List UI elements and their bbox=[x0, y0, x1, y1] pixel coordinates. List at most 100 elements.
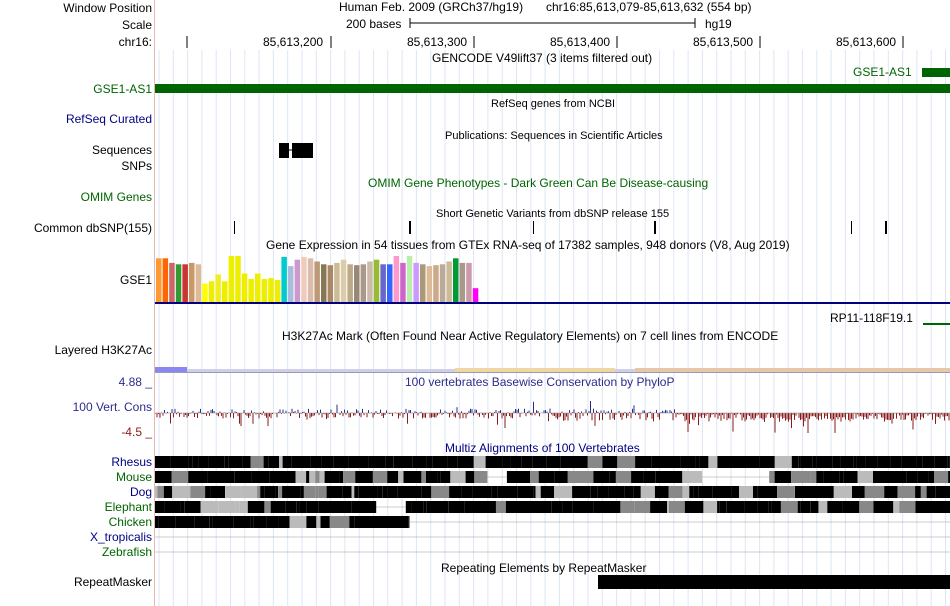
ruler bbox=[186, 18, 904, 48]
phylop-track-title: 100 vertebrates Basewise Conservation by… bbox=[405, 375, 675, 389]
gtex-tissue-bar[interactable] bbox=[453, 258, 459, 302]
gtex-tissue-bar[interactable] bbox=[380, 264, 386, 302]
gtex-tissue-bar[interactable] bbox=[294, 259, 301, 302]
gtex-tissue-bar[interactable] bbox=[472, 288, 479, 302]
repeatmasker-element[interactable] bbox=[598, 575, 950, 589]
dbsnp-track-label[interactable]: Common dbSNP(155) bbox=[33, 221, 152, 235]
gtex-tissue-bar[interactable] bbox=[268, 278, 274, 302]
gtex-tissue-bar[interactable] bbox=[274, 279, 281, 302]
h3k27ac-track-label[interactable]: Layered H3K27Ac bbox=[54, 343, 152, 357]
h3k27ac-signal[interactable] bbox=[155, 366, 950, 374]
scale-db-text: hg19 bbox=[705, 17, 732, 31]
phylop-track-label[interactable]: 100 Vert. Cons bbox=[72, 400, 152, 414]
gtex-tissue-bar[interactable] bbox=[354, 265, 360, 302]
species-x-tropicalis[interactable]: X_tropicalis bbox=[89, 530, 152, 544]
gtex-tissue-bar[interactable] bbox=[347, 264, 353, 302]
gtex-track-title: Gene Expression in 54 tissues from GTEx … bbox=[266, 238, 790, 252]
gtex-item-line[interactable] bbox=[923, 323, 950, 325]
gtex-tissue-bar[interactable] bbox=[406, 256, 413, 302]
gtex-tissue-bar[interactable] bbox=[222, 281, 228, 302]
phylop-min-label: -4.5 _ bbox=[121, 425, 152, 439]
gtex-tissue-bar[interactable] bbox=[281, 256, 287, 302]
gtex-tissue-bar[interactable] bbox=[340, 259, 347, 302]
omim-track-title: OMIM Gene Phenotypes - Dark Green Can Be… bbox=[368, 176, 709, 190]
gtex-tissue-bar[interactable] bbox=[393, 256, 400, 302]
gtex-item-label[interactable]: RP11-118F19.1 bbox=[830, 311, 913, 325]
gtex-tissue-bar[interactable] bbox=[162, 258, 169, 302]
phylop-conservation-plot[interactable] bbox=[155, 390, 950, 440]
gtex-tissue-bar[interactable] bbox=[413, 262, 419, 302]
gtex-tissue-bar[interactable] bbox=[175, 264, 182, 302]
gtex-tissue-bar[interactable] bbox=[360, 264, 367, 302]
gencode-gene-bar[interactable] bbox=[155, 84, 950, 93]
species-chicken[interactable]: Chicken bbox=[108, 515, 152, 529]
species-elephant[interactable]: Elephant bbox=[104, 500, 152, 514]
gtex-track-label[interactable]: GSE1 bbox=[119, 273, 152, 287]
track-data-area[interactable]: Human Feb. 2009 (GRCh37/hg19) chr16:85,6… bbox=[155, 0, 950, 606]
publication-sequence-item[interactable] bbox=[155, 141, 950, 161]
tick-label: 85,613,300 bbox=[407, 35, 468, 49]
gencode-item-label[interactable]: GSE1-AS1 bbox=[853, 65, 912, 79]
gtex-tissue-bar[interactable] bbox=[255, 273, 261, 303]
gencode-track-label[interactable]: GSE1-AS1 bbox=[93, 82, 152, 96]
gencode-item-block[interactable] bbox=[922, 68, 950, 77]
gtex-tissue-bar[interactable] bbox=[208, 281, 215, 302]
repeatmasker-track-title: Repeating Elements by RepeatMasker bbox=[441, 561, 647, 575]
gtex-tissue-bar[interactable] bbox=[169, 262, 175, 302]
snps-track-label[interactable]: SNPs bbox=[121, 159, 152, 173]
gtex-tissue-bar[interactable] bbox=[241, 273, 248, 303]
gtex-baseline bbox=[155, 302, 950, 304]
phylop-max-label: 4.88 _ bbox=[118, 375, 152, 389]
label-divider bbox=[154, 0, 155, 606]
gtex-tissue-bar[interactable] bbox=[426, 266, 433, 302]
gtex-tissue-bar[interactable] bbox=[446, 261, 452, 303]
gtex-tissue-bar[interactable] bbox=[466, 262, 472, 302]
gtex-tissue-bar[interactable] bbox=[261, 279, 268, 302]
gtex-tissue-bar[interactable] bbox=[301, 256, 307, 302]
refseq-track-label[interactable]: RefSeq Curated bbox=[65, 112, 152, 126]
gtex-tissue-bar[interactable] bbox=[439, 264, 446, 302]
gtex-tissue-bar[interactable] bbox=[202, 283, 208, 302]
gtex-tissue-bar[interactable] bbox=[321, 264, 327, 302]
omim-track-label[interactable]: OMIM Genes bbox=[80, 190, 152, 204]
tick-label: 85,613,400 bbox=[550, 35, 611, 49]
species-rhesus[interactable]: Rhesus bbox=[111, 455, 152, 469]
species-zebrafish[interactable]: Zebrafish bbox=[101, 545, 152, 559]
gtex-tissue-bar[interactable] bbox=[228, 256, 235, 302]
gtex-tissue-bar[interactable] bbox=[433, 265, 439, 302]
dbsnp-track-title: Short Genetic Variants from dbSNP releas… bbox=[436, 208, 670, 220]
gtex-tissue-bar[interactable] bbox=[334, 262, 340, 302]
gtex-tissue-bar[interactable] bbox=[195, 264, 202, 302]
multiz-track-title: Multiz Alignments of 100 Vertebrates bbox=[445, 441, 640, 455]
gtex-tissue-bar[interactable] bbox=[367, 261, 373, 303]
gtex-tissue-bar[interactable] bbox=[373, 259, 380, 302]
gtex-tissue-bar[interactable] bbox=[156, 258, 162, 302]
gtex-tissue-bar[interactable] bbox=[235, 256, 241, 302]
dbsnp-variant-ticks[interactable] bbox=[155, 218, 950, 238]
h3k27ac-track-title: H3K27Ac Mark (Often Found Near Active Re… bbox=[282, 329, 779, 343]
species-mouse[interactable]: Mouse bbox=[115, 470, 152, 484]
gtex-tissue-bar[interactable] bbox=[215, 274, 221, 302]
gtex-tissue-bar[interactable] bbox=[314, 261, 320, 303]
gtex-expression-bars[interactable] bbox=[155, 252, 950, 306]
species-dog[interactable]: Dog bbox=[129, 485, 152, 499]
gtex-tissue-bar[interactable] bbox=[182, 264, 188, 302]
gtex-tissue-bar[interactable] bbox=[327, 265, 334, 302]
gtex-tissue-bar[interactable] bbox=[307, 258, 314, 302]
position-text: chr16:85,613,079-85,613,632 (554 bp) bbox=[546, 0, 752, 14]
gtex-tissue-bar[interactable] bbox=[420, 264, 426, 302]
grid-lines bbox=[158, 50, 946, 606]
gtex-tissue-bar[interactable] bbox=[248, 279, 254, 302]
scale-text: 200 bases bbox=[346, 17, 402, 31]
repeatmasker-track-label[interactable]: RepeatMasker bbox=[73, 575, 152, 589]
gtex-tissue-bar[interactable] bbox=[189, 262, 195, 302]
gtex-tissue-bar[interactable] bbox=[400, 262, 406, 302]
tick-label: 85,613,500 bbox=[693, 35, 754, 49]
multiz-alignment-blocks[interactable] bbox=[155, 454, 950, 559]
tick-label: 85,613,200 bbox=[263, 35, 324, 49]
gtex-tissue-bar[interactable] bbox=[288, 266, 294, 302]
publications-track-label[interactable]: Sequences bbox=[91, 143, 152, 157]
gtex-tissue-bar[interactable] bbox=[387, 264, 393, 302]
gtex-tissue-bar[interactable] bbox=[459, 262, 466, 302]
